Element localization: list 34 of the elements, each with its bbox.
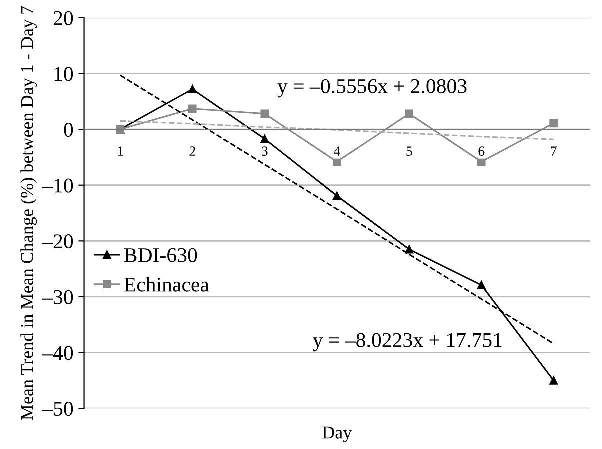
y-axis-title: Mean Trend in Mean Change (%) between Day 1 - Day 7 (20, 6, 38, 420)
point (188, 104, 197, 114)
x-tick-label: 2 (190, 146, 196, 156)
x-tick-label: 5 (406, 146, 412, 156)
x-tick-label: 6 (478, 146, 485, 156)
point (188, 85, 197, 94)
y-tick-label: –50 (42, 402, 74, 416)
x-axis-title: Day (322, 426, 352, 443)
point (332, 158, 342, 166)
x-tick-label: 4 (334, 146, 340, 156)
y-tick-label: 0 (64, 122, 74, 137)
x-tick-label: 3 (262, 146, 268, 156)
annotation: y = –8.0223x + 17.751 (313, 333, 502, 352)
point (260, 134, 270, 144)
legend-label: Echinacea (124, 277, 210, 292)
point (260, 110, 270, 118)
point (550, 376, 558, 385)
y-tick-label: 20 (54, 11, 74, 26)
point (332, 192, 342, 200)
point (550, 119, 558, 128)
annotation: y = –0.5556x + 2.0803 (278, 79, 467, 98)
x-tick-label: 7 (551, 146, 557, 156)
line-series (120, 120, 555, 140)
y-tick-label: –20 (42, 234, 74, 249)
y-tick-label: 10 (54, 67, 74, 82)
y-tick-label: –40 (42, 346, 74, 360)
point (405, 110, 414, 118)
y-tick-label: –30 (42, 290, 74, 304)
point (477, 281, 486, 290)
x-tick-label: 1 (118, 146, 124, 156)
point (405, 245, 414, 254)
point (477, 158, 486, 166)
y-tick-label: –10 (42, 178, 74, 193)
legend-label: BDI-630 (124, 248, 198, 262)
